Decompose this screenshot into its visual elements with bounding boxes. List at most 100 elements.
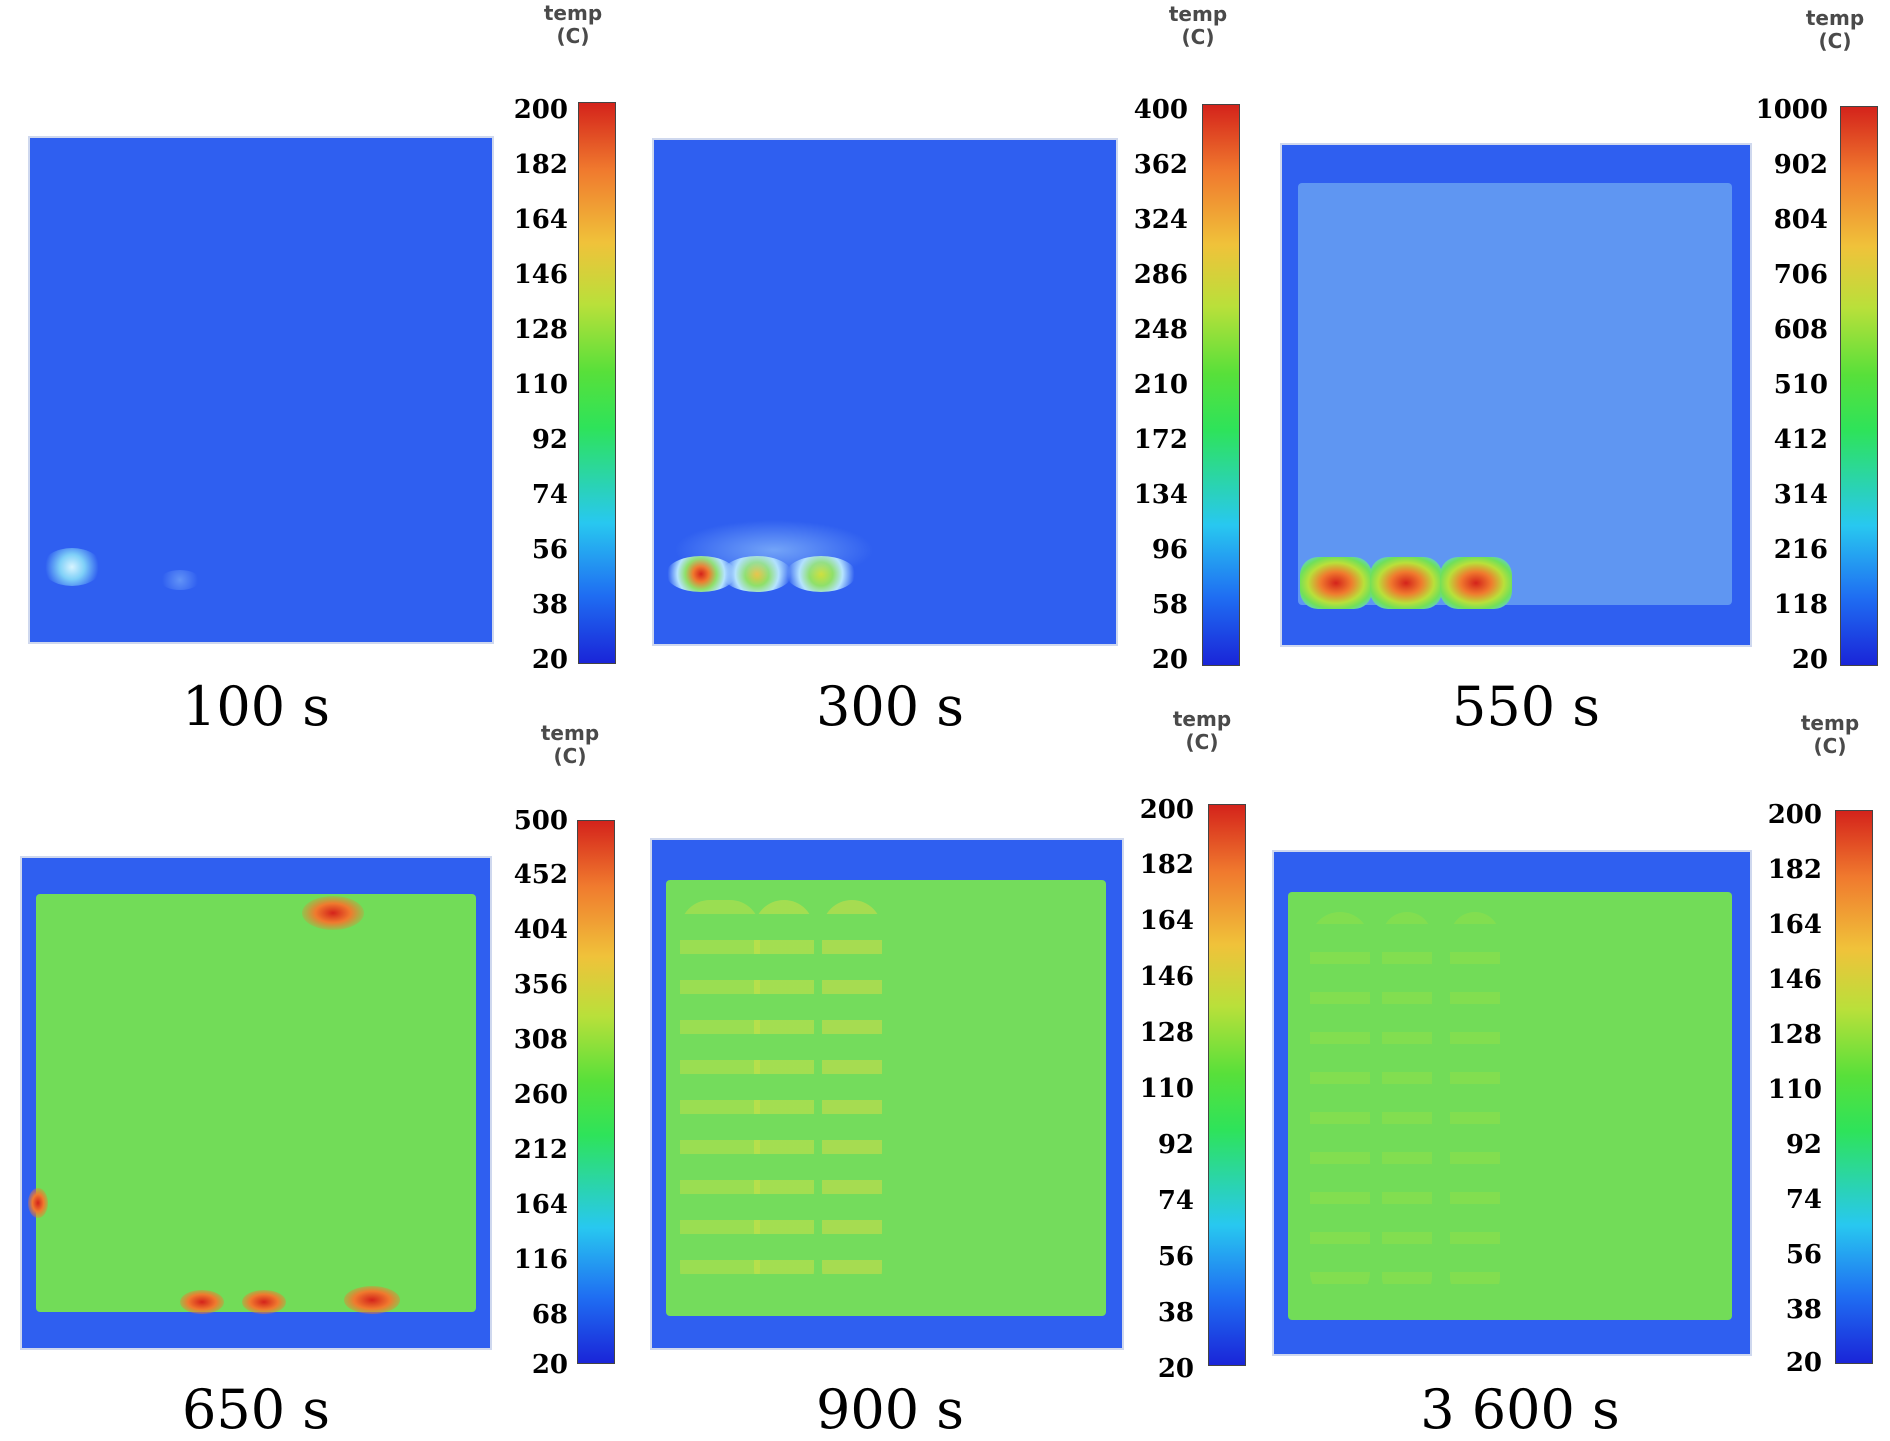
warm-spot bbox=[754, 900, 814, 1300]
colorbar bbox=[578, 102, 616, 664]
colorbar-tick: 356 bbox=[513, 970, 568, 1000]
time-label: 300 s bbox=[816, 675, 964, 738]
colorbar-tick: 20 bbox=[1151, 645, 1188, 675]
warm-region bbox=[1298, 183, 1732, 605]
colorbar-tick: 20 bbox=[1785, 1348, 1822, 1378]
colorbar-tick: 706 bbox=[1773, 260, 1828, 290]
colorbar-tick: 164 bbox=[513, 1190, 568, 1220]
colorbar-tick: 200 bbox=[513, 95, 568, 125]
colorbar-tick: 134 bbox=[1133, 480, 1188, 510]
hot-spot bbox=[1300, 557, 1372, 609]
colorbar-tick: 510 bbox=[1773, 370, 1828, 400]
colorbar-tick: 308 bbox=[513, 1025, 568, 1055]
hot-spot bbox=[1440, 557, 1512, 609]
colorbar-tick: 74 bbox=[1785, 1185, 1822, 1215]
time-label: 900 s bbox=[816, 1378, 964, 1441]
colorbar-tick: 286 bbox=[1133, 260, 1188, 290]
colorbar-tick: 92 bbox=[1785, 1130, 1822, 1160]
warm-spot bbox=[674, 520, 874, 580]
temperature-map bbox=[1280, 143, 1752, 647]
colorbar-tick: 248 bbox=[1133, 315, 1188, 345]
warm-region bbox=[36, 894, 476, 1312]
colorbar-tick: 116 bbox=[513, 1245, 568, 1275]
colorbar-tick: 110 bbox=[1139, 1074, 1194, 1104]
colorbar bbox=[1835, 810, 1873, 1364]
unit-label: temp (C) bbox=[540, 721, 600, 768]
colorbar-tick: 56 bbox=[1157, 1242, 1194, 1272]
warm-spot bbox=[42, 548, 102, 586]
colorbar-tick: 92 bbox=[531, 425, 568, 455]
colorbar-tick: 608 bbox=[1773, 315, 1828, 345]
colorbar-tick: 20 bbox=[1157, 1354, 1194, 1384]
colorbar-tick: 164 bbox=[513, 205, 568, 235]
colorbar-tick: 324 bbox=[1133, 205, 1188, 235]
colorbar-tick: 182 bbox=[1767, 855, 1822, 885]
colorbar-tick: 200 bbox=[1139, 795, 1194, 825]
warm-spot bbox=[1310, 912, 1370, 1302]
colorbar-tick: 400 bbox=[1133, 95, 1188, 125]
temperature-map bbox=[28, 136, 494, 644]
colorbar-tick: 164 bbox=[1767, 910, 1822, 940]
colorbar-tick: 500 bbox=[513, 806, 568, 836]
colorbar-tick: 412 bbox=[1773, 425, 1828, 455]
colorbar-tick: 146 bbox=[1767, 965, 1822, 995]
temperature-map bbox=[20, 856, 492, 1350]
colorbar-tick: 118 bbox=[1773, 590, 1828, 620]
colorbar-tick: 452 bbox=[513, 860, 568, 890]
time-label: 3 600 s bbox=[1420, 1378, 1620, 1441]
hot-spot bbox=[180, 1290, 224, 1314]
colorbar-tick: 20 bbox=[1791, 645, 1828, 675]
colorbar-tick: 20 bbox=[531, 1350, 568, 1380]
colorbar-tick: 164 bbox=[1139, 906, 1194, 936]
hot-spot bbox=[242, 1290, 286, 1314]
colorbar-tick: 182 bbox=[1139, 850, 1194, 880]
colorbar-tick: 804 bbox=[1773, 205, 1828, 235]
colorbar-tick: 20 bbox=[531, 645, 568, 675]
colorbar-tick: 260 bbox=[513, 1080, 568, 1110]
unit-label: temp (C) bbox=[1172, 707, 1232, 754]
colorbar-tick: 182 bbox=[513, 150, 568, 180]
time-label: 550 s bbox=[1452, 675, 1600, 738]
unit-label: temp (C) bbox=[1168, 2, 1228, 49]
unit-label: temp (C) bbox=[543, 1, 603, 48]
colorbar-tick: 56 bbox=[531, 535, 568, 565]
colorbar-tick: 56 bbox=[1785, 1240, 1822, 1270]
colorbar-tick: 128 bbox=[513, 315, 568, 345]
colorbar-tick: 92 bbox=[1157, 1130, 1194, 1160]
colorbar bbox=[1202, 104, 1240, 666]
temperature-map bbox=[1272, 850, 1752, 1356]
colorbar-tick: 74 bbox=[1157, 1186, 1194, 1216]
colorbar-tick: 68 bbox=[531, 1300, 568, 1330]
colorbar-tick: 314 bbox=[1773, 480, 1828, 510]
colorbar bbox=[577, 820, 615, 1364]
colorbar-tick: 38 bbox=[531, 590, 568, 620]
warm-region bbox=[666, 880, 1106, 1316]
hot-spot bbox=[302, 896, 364, 930]
colorbar-tick: 362 bbox=[1133, 150, 1188, 180]
hot-spot bbox=[1370, 557, 1442, 609]
colorbar-tick: 128 bbox=[1767, 1020, 1822, 1050]
colorbar-tick: 128 bbox=[1139, 1018, 1194, 1048]
colorbar-tick: 210 bbox=[1133, 370, 1188, 400]
time-label: 100 s bbox=[182, 675, 330, 738]
colorbar-tick: 58 bbox=[1151, 590, 1188, 620]
colorbar bbox=[1208, 804, 1246, 1366]
colorbar-tick: 146 bbox=[513, 260, 568, 290]
time-label: 650 s bbox=[182, 1378, 330, 1441]
colorbar-tick: 74 bbox=[531, 480, 568, 510]
colorbar-tick: 1000 bbox=[1755, 95, 1828, 125]
warm-spot bbox=[1450, 912, 1500, 1302]
colorbar bbox=[1840, 106, 1878, 666]
warm-spot bbox=[680, 900, 760, 1300]
warm-spot bbox=[1382, 912, 1432, 1302]
warm-spot bbox=[160, 570, 200, 590]
colorbar-tick: 110 bbox=[513, 370, 568, 400]
colorbar-tick: 146 bbox=[1139, 962, 1194, 992]
colorbar-tick: 38 bbox=[1157, 1298, 1194, 1328]
warm-region bbox=[1288, 892, 1732, 1320]
colorbar-tick: 216 bbox=[1773, 535, 1828, 565]
hot-spot bbox=[28, 1188, 48, 1218]
unit-label: temp (C) bbox=[1805, 6, 1865, 53]
temperature-map bbox=[650, 838, 1124, 1350]
colorbar-tick: 902 bbox=[1773, 150, 1828, 180]
